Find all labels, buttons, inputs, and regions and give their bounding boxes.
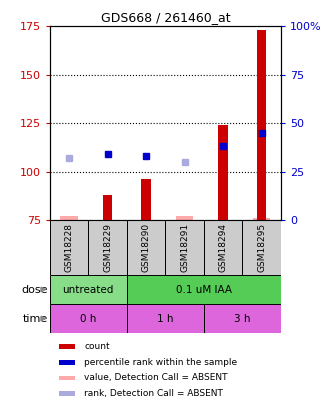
Bar: [204, 304, 281, 333]
Bar: [242, 220, 281, 275]
Text: GSM18290: GSM18290: [142, 223, 151, 272]
Bar: [60, 216, 78, 220]
Bar: [103, 195, 112, 220]
Title: GDS668 / 261460_at: GDS668 / 261460_at: [100, 11, 230, 24]
Text: rank, Detection Call = ABSENT: rank, Detection Call = ABSENT: [84, 389, 223, 398]
Bar: [59, 360, 75, 364]
Text: 3 h: 3 h: [234, 313, 251, 324]
Bar: [127, 220, 165, 275]
Bar: [88, 220, 127, 275]
Text: 1 h: 1 h: [157, 313, 174, 324]
Bar: [50, 304, 127, 333]
Text: percentile rank within the sample: percentile rank within the sample: [84, 358, 238, 367]
Bar: [257, 30, 266, 220]
Text: count: count: [84, 342, 110, 351]
Bar: [59, 344, 75, 349]
Bar: [59, 375, 75, 380]
Bar: [141, 179, 151, 220]
Bar: [218, 125, 228, 220]
Bar: [127, 275, 281, 304]
Text: GSM18228: GSM18228: [65, 223, 74, 272]
Text: GSM18229: GSM18229: [103, 223, 112, 272]
Text: time: time: [22, 313, 48, 324]
Text: 0.1 uM IAA: 0.1 uM IAA: [176, 285, 232, 294]
Text: GSM18295: GSM18295: [257, 223, 266, 272]
Text: GSM18294: GSM18294: [219, 223, 228, 272]
Bar: [50, 220, 88, 275]
Bar: [176, 216, 193, 220]
Text: untreated: untreated: [63, 285, 114, 294]
Text: GSM18291: GSM18291: [180, 223, 189, 272]
Bar: [127, 304, 204, 333]
Bar: [253, 218, 270, 220]
Bar: [165, 220, 204, 275]
Bar: [204, 220, 242, 275]
Text: 0 h: 0 h: [80, 313, 97, 324]
Bar: [50, 275, 127, 304]
Text: dose: dose: [21, 285, 48, 294]
Text: value, Detection Call = ABSENT: value, Detection Call = ABSENT: [84, 373, 228, 382]
Bar: [59, 391, 75, 396]
